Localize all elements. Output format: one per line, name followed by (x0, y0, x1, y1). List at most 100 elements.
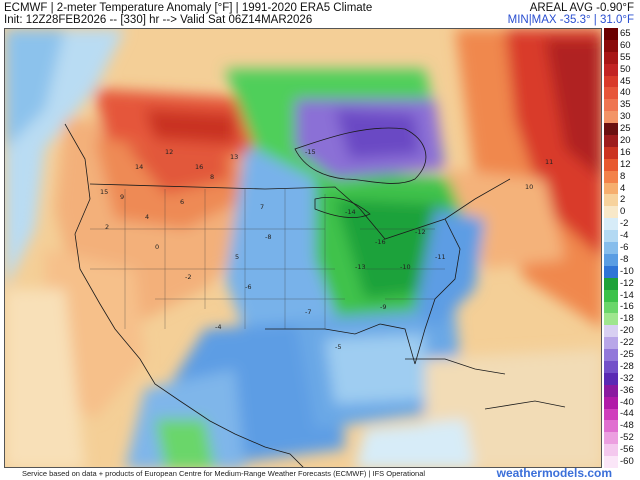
map-label: 14 (135, 163, 143, 171)
anomaly-map: -14 -15 -16 -10 -12 -8 -6 -4 -2 2 4 6 8 … (4, 28, 602, 468)
map-label: 15 (100, 188, 108, 196)
color-scale-label: 12 (620, 158, 631, 170)
color-scale-swatch (604, 396, 618, 410)
color-scale-label: 30 (620, 111, 631, 123)
color-scale-swatch (604, 289, 618, 302)
color-scale-label: -14 (620, 289, 634, 301)
color-scale-swatch (604, 313, 618, 326)
color-scale-label: -18 (620, 313, 634, 325)
map-label: 13 (230, 153, 238, 161)
color-scale-swatch (604, 39, 618, 53)
color-scale-label: 4 (620, 182, 626, 194)
color-scale-label: -6 (620, 242, 629, 253)
map-label: -12 (415, 228, 426, 236)
state-lines (90, 189, 445, 329)
anomaly-labels: -14 -15 -16 -10 -12 -8 -6 -4 -2 2 4 6 8 … (100, 148, 553, 351)
color-scale-swatch (604, 349, 618, 362)
color-scale-label: 16 (620, 146, 631, 158)
color-scale-swatch (604, 277, 618, 291)
map-label: 12 (165, 148, 173, 156)
color-scale-swatch (604, 456, 618, 469)
color-scale-swatch (604, 384, 618, 398)
map-label: -6 (245, 283, 251, 291)
map-label: -10 (400, 263, 411, 271)
color-scale-label: 25 (620, 123, 631, 135)
brand-logo-text: weathermodels.com (496, 466, 612, 480)
color-scale-label: -44 (620, 408, 634, 420)
color-scale-swatch (604, 444, 618, 457)
map-label: 8 (210, 173, 214, 181)
color-scale-swatch (604, 206, 618, 219)
map-label: 10 (525, 183, 533, 191)
map-label: 9 (120, 193, 124, 201)
map-label: -14 (345, 208, 356, 216)
init-valid-time: Init: 12Z28FEB2026 -- [330] hr --> Valid… (4, 14, 313, 26)
map-label: -16 (375, 238, 386, 246)
color-scale-label: 20 (620, 134, 631, 146)
color-scale-label: -25 (620, 349, 634, 361)
map-label: -7 (305, 308, 311, 316)
color-scale-label: -2 (620, 218, 629, 230)
color-scale-label: -32 (620, 372, 634, 384)
color-scale-swatch (604, 420, 618, 433)
color-scale-swatch (604, 372, 618, 386)
anomaly-map-svg: -14 -15 -16 -10 -12 -8 -6 -4 -2 2 4 6 8 … (5, 29, 601, 467)
color-scale-label: -10 (620, 265, 634, 277)
color-scale-swatch (604, 325, 618, 338)
color-scale-swatch (604, 253, 618, 267)
color-scale-swatch (604, 123, 618, 136)
data-credit: Service based on data + products of Euro… (22, 469, 426, 478)
header: ECMWF | 2-meter Temperature Anomaly [°F]… (0, 0, 640, 28)
map-label: 2 (105, 223, 109, 231)
color-scale-label: -4 (620, 230, 629, 242)
map-label: -8 (265, 233, 271, 241)
color-scale-label: -28 (620, 360, 634, 372)
color-scale: 65 60 55 50 45 40 35 30 25 20 16 12 8 4 2 0 -2 -4 -6 -8 -10-… (604, 27, 640, 469)
color-scale-swatch (604, 194, 618, 207)
map-label: -11 (435, 253, 446, 261)
color-scale-swatch (604, 242, 618, 255)
color-scale-label: 45 (620, 75, 631, 87)
boundaries (64, 123, 566, 467)
map-label: 5 (235, 253, 239, 261)
color-scale-swatch (604, 182, 618, 195)
color-scale-swatch (604, 337, 618, 350)
color-scale-label: -12 (620, 277, 634, 289)
color-scale-label: 65 (620, 27, 631, 39)
color-scale-label: -36 (620, 384, 634, 396)
color-scale-swatch (604, 28, 618, 41)
map-label: -13 (355, 263, 366, 271)
map-label: 0 (155, 243, 159, 251)
map-label: 4 (145, 213, 149, 221)
color-scale-label: 8 (620, 170, 626, 182)
color-scale-swatch (604, 301, 618, 314)
color-scale-swatch (604, 75, 618, 88)
map-title: ECMWF | 2-meter Temperature Anomaly [°F]… (4, 2, 373, 14)
color-scale-swatch (604, 170, 618, 184)
color-scale-swatch (604, 360, 618, 374)
color-scale-swatch (604, 408, 618, 421)
color-scale-label: -48 (620, 420, 634, 432)
map-label: 16 (195, 163, 203, 171)
color-scale-label: -60 (620, 456, 634, 468)
color-scale-swatch (604, 135, 618, 148)
map-label: 6 (180, 198, 184, 206)
color-scale-label: 0 (620, 206, 626, 218)
color-scale-label: 2 (620, 194, 626, 206)
color-scale-label: -52 (620, 432, 634, 444)
color-scale-label: -20 (620, 325, 634, 337)
color-scale-swatch (604, 111, 618, 124)
map-label: -5 (335, 343, 341, 351)
color-scale-swatch (604, 51, 618, 65)
color-scale-swatch (604, 158, 618, 172)
areal-average: AREAL AVG -0.90°F (529, 2, 634, 14)
color-scale-swatch (604, 99, 618, 112)
map-label: -2 (185, 273, 191, 281)
map-label: -15 (305, 148, 316, 156)
anomaly-fields (5, 29, 601, 467)
color-scale-label: -22 (620, 337, 634, 349)
map-label: 11 (545, 158, 553, 166)
footer: Service based on data + products of Euro… (0, 466, 640, 480)
min-max-values: MIN|MAX -35.3° | 31.0°F (507, 14, 634, 26)
color-scale-swatch (604, 146, 618, 160)
